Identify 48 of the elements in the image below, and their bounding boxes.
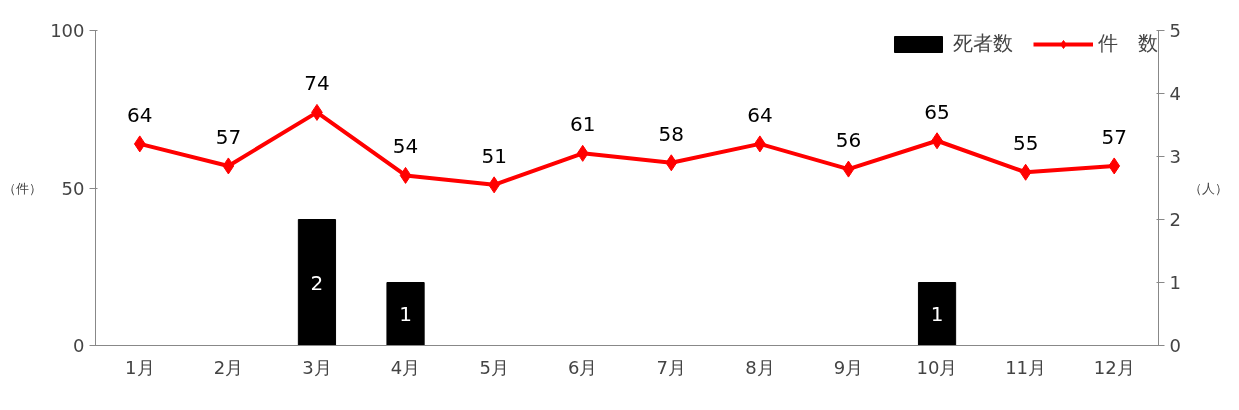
data-label: 65 <box>924 99 950 124</box>
data-label: 74 <box>304 71 330 96</box>
y-tick-label: 50 <box>61 177 85 199</box>
x-tick-label: 1月 <box>125 356 155 378</box>
x-tick-label: 4月 <box>390 356 421 378</box>
y-axis-title: （件） <box>3 180 43 196</box>
y2-tick-label: 1 <box>1169 272 1181 293</box>
data-label: 64 <box>747 102 773 127</box>
data-label: 56 <box>835 128 862 153</box>
point <box>576 144 589 162</box>
legend-label: 死者数 <box>953 30 1013 57</box>
y2-tick-label: 5 <box>1169 20 1181 41</box>
legend-label: 件 数 <box>1098 30 1158 57</box>
point <box>665 154 678 172</box>
y2-tick-label: 3 <box>1169 146 1181 167</box>
data-label: 51 <box>481 143 507 168</box>
data-label: 1 <box>930 302 944 326</box>
x-tick-label: 10月 <box>916 356 958 378</box>
x-tick-label: 8月 <box>745 356 775 378</box>
data-label: 54 <box>392 134 419 159</box>
data-label: 58 <box>658 121 685 146</box>
x-tick-label: 5月 <box>479 356 509 378</box>
x-tick-label: 7月 <box>656 356 687 378</box>
y-tick-label: 0 <box>73 335 85 356</box>
point <box>1019 163 1032 181</box>
point <box>399 166 412 184</box>
data-label: 61 <box>569 112 596 137</box>
point <box>842 160 855 178</box>
y-tick-label: 100 <box>50 20 85 41</box>
data-label: 57 <box>1101 124 1127 149</box>
point <box>222 157 235 175</box>
x-tick-label: 3月 <box>302 356 332 378</box>
x-tick-label: 2月 <box>213 356 244 378</box>
data-label: 1 <box>399 302 412 326</box>
data-label: 2 <box>310 270 324 295</box>
x-tick-label: 11月 <box>1005 356 1047 378</box>
y2-axis-title: （人） <box>1188 180 1228 196</box>
y2-tick-label: 0 <box>1169 335 1181 356</box>
point <box>1108 157 1121 175</box>
x-tick-label: 9月 <box>833 356 864 378</box>
data-label: 57 <box>215 124 242 149</box>
data-label: 64 <box>127 102 153 127</box>
y2-tick-label: 2 <box>1169 209 1181 230</box>
point <box>133 135 146 153</box>
x-tick-label: 6月 <box>567 356 598 378</box>
x-tick-label: 12月 <box>1093 356 1135 378</box>
data-label: 55 <box>1012 131 1039 156</box>
y2-tick-label: 4 <box>1169 83 1181 104</box>
